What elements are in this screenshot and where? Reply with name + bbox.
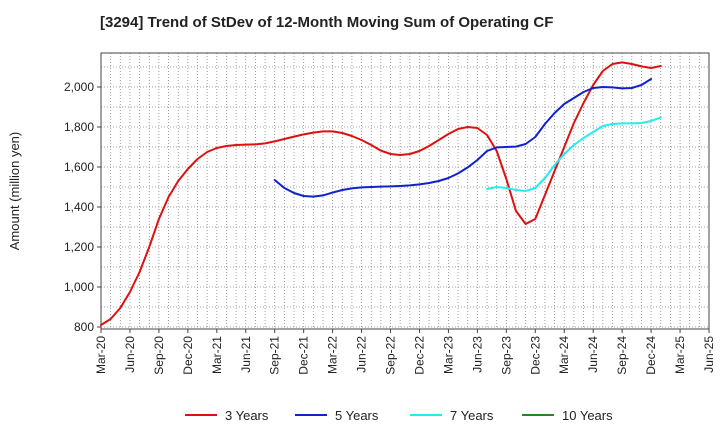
x-tick-label: Dec-21	[297, 336, 311, 375]
x-tick-label: Jun-21	[239, 336, 253, 373]
y-tick-label: 1,400	[64, 200, 94, 214]
x-tick-label: Sep-24	[615, 336, 629, 375]
x-tick-label: Mar-20	[94, 336, 108, 374]
series-layer	[100, 61, 662, 326]
y-tick-label: 1,800	[64, 120, 94, 134]
series-line-7-years	[486, 116, 662, 192]
y-tick-label: 1,600	[64, 160, 94, 174]
y-axis: 800 1,000 1,200 1,400 1,600 1,800 2,000	[64, 80, 101, 334]
x-tick-label: Sep-20	[152, 336, 166, 375]
y-tick-label: 1,000	[64, 280, 94, 294]
x-tick-label: Dec-23	[528, 336, 542, 375]
x-tick-label: Dec-24	[644, 336, 658, 375]
series-line-5-years	[273, 78, 653, 198]
x-tick-label: Mar-24	[557, 336, 571, 374]
grid	[101, 53, 709, 329]
x-tick-label: Jun-25	[702, 336, 716, 373]
plot-frame	[100, 52, 710, 330]
y-tick-label: 2,000	[64, 80, 94, 94]
x-tick-label: Mar-23	[441, 336, 455, 374]
legend-label-5-years: 5 Years	[335, 408, 379, 423]
x-tick-label: Jun-22	[355, 336, 369, 373]
x-tick-label: Mar-22	[326, 336, 340, 374]
x-tick-label: Sep-22	[384, 336, 398, 375]
x-tick-label: Jun-20	[123, 336, 137, 373]
legend-label-3-years: 3 Years	[225, 408, 269, 423]
x-tick-label: Sep-23	[499, 336, 513, 375]
legend-label-7-years: 7 Years	[450, 408, 494, 423]
x-tick-label: Jun-24	[586, 336, 600, 373]
legend: 3 Years 5 Years 7 Years 10 Years	[185, 408, 613, 423]
x-axis: Mar-20 Jun-20 Sep-20 Dec-20 Mar-21 Jun-21 Sep-…	[94, 329, 716, 375]
legend-label-10-years: 10 Years	[562, 408, 613, 423]
x-tick-label: Mar-21	[210, 336, 224, 374]
x-tick-label: Dec-20	[181, 336, 195, 375]
y-tick-label: 1,200	[64, 240, 94, 254]
plot-area	[101, 53, 709, 329]
y-tick-label: 800	[74, 320, 94, 334]
x-tick-label: Jun-23	[470, 336, 484, 373]
x-tick-label: Sep-21	[268, 336, 282, 375]
x-tick-label: Dec-22	[412, 336, 426, 375]
y-axis-title: Amount (million yen)	[7, 132, 22, 251]
x-tick-label: Mar-25	[673, 336, 687, 374]
chart-title: [3294] Trend of StDev of 12-Month Moving…	[100, 14, 554, 31]
series-line-3-years	[100, 61, 662, 326]
